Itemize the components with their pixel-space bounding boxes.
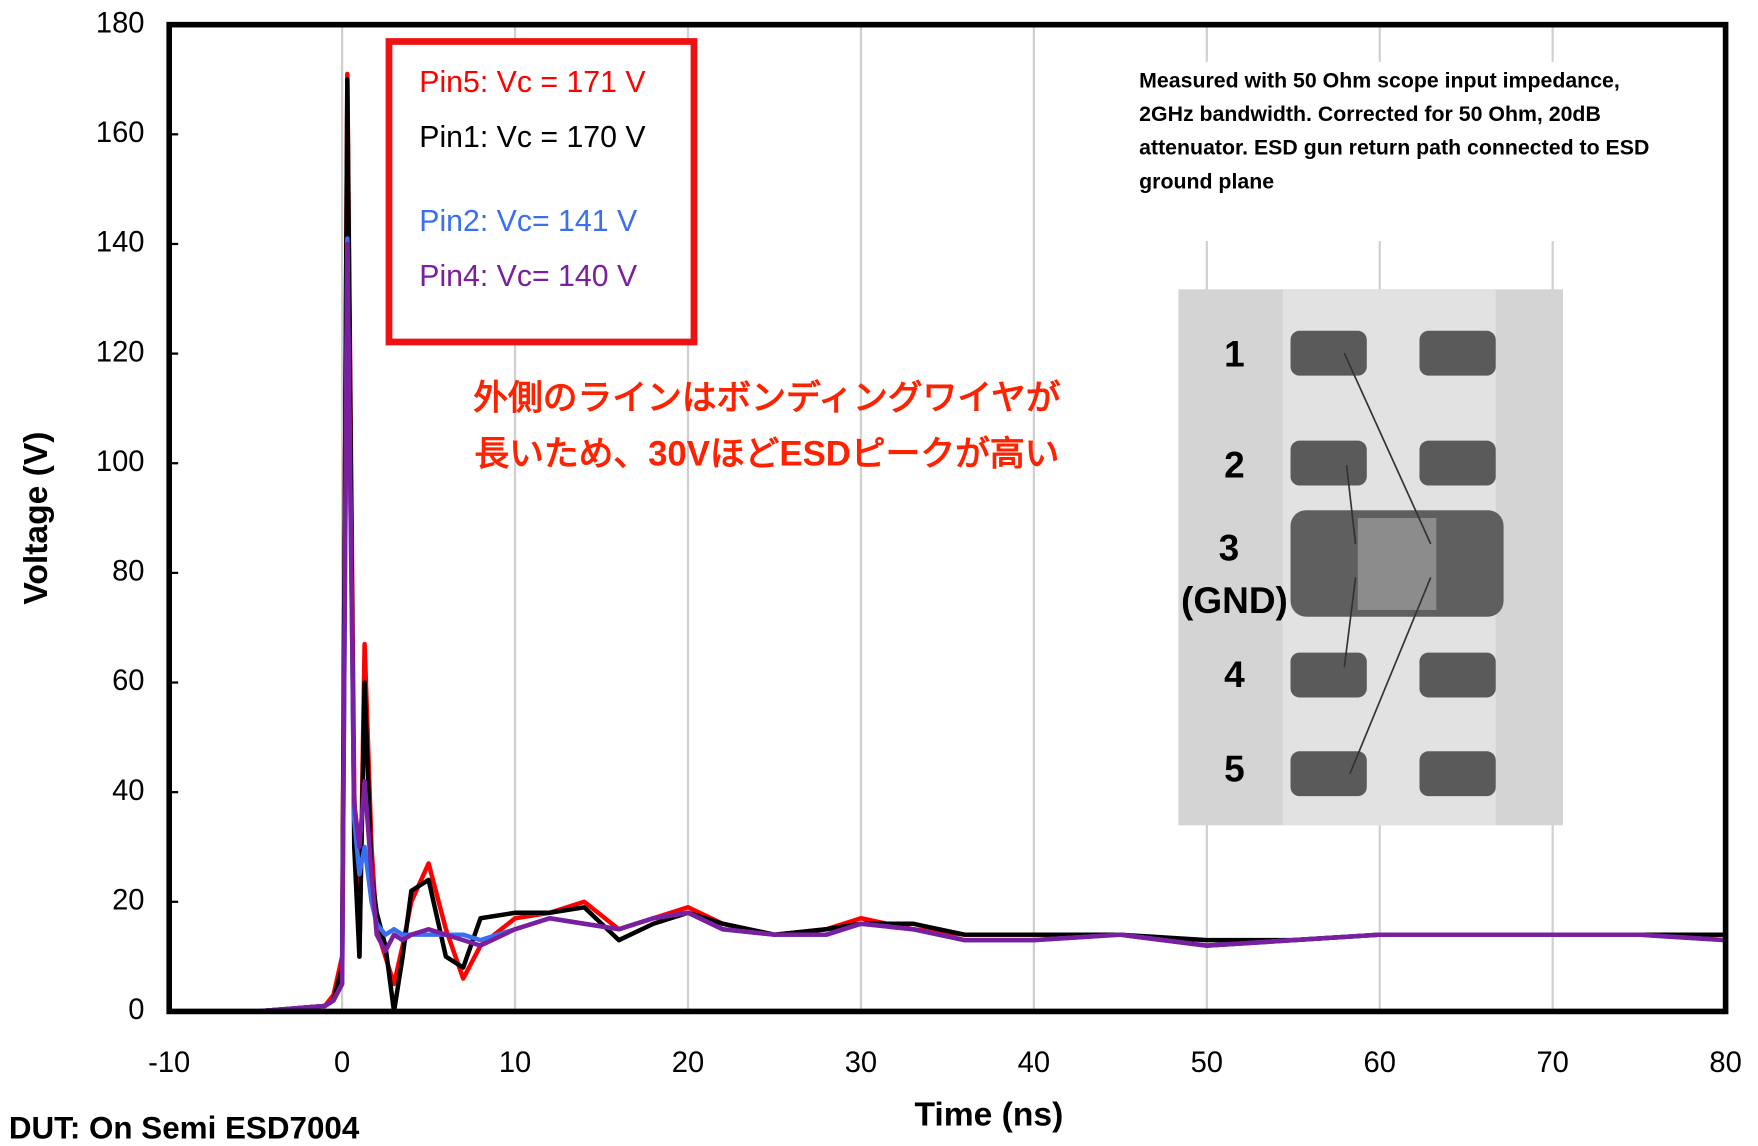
chip-label: 3 [1219, 527, 1240, 568]
y-tick-label: 60 [112, 665, 144, 697]
x-tick-label: 70 [1536, 1047, 1568, 1079]
y-tick-label: 100 [96, 446, 145, 478]
y-tick-label: 40 [112, 775, 144, 807]
y-tick-label: 160 [96, 117, 145, 149]
legend-box [385, 38, 698, 346]
x-tick-label: 50 [1191, 1047, 1223, 1079]
note-box: Measured with 50 Ohm scope input impedan… [1139, 69, 1650, 194]
chip-photo [1178, 289, 1564, 826]
chip-label: 5 [1224, 748, 1245, 789]
chip-label: 4 [1224, 654, 1245, 695]
y-tick-label: 20 [112, 885, 144, 917]
legend-entry: Pin4: Vc= 140 V [419, 260, 638, 293]
x-tick-label: 10 [499, 1047, 531, 1079]
legend: Pin5: Vc = 171 V Pin1: Vc = 170 V Pin2: Vc… [419, 66, 646, 293]
y-tick-label: 140 [96, 227, 145, 259]
y-tick-label: 180 [96, 7, 145, 39]
series-line [169, 241, 1726, 1014]
x-tick-label: 30 [845, 1047, 877, 1079]
legend-entry: Pin5: Vc = 171 V [419, 66, 646, 99]
annotation: 長いため、30VほどESDピークが高い [474, 435, 1059, 474]
x-tick-label: 60 [1364, 1047, 1396, 1079]
y-tick-label: 80 [112, 556, 144, 588]
x-tick-label: 80 [1709, 1047, 1741, 1079]
chip-label: (GND) [1181, 580, 1288, 621]
chip-label: 2 [1224, 444, 1245, 485]
y-tick-label: 120 [96, 336, 145, 368]
footer: DUT: On Semi ESD7004 [9, 1111, 360, 1146]
series-line [169, 77, 1726, 1014]
x-tick-label: 0 [334, 1047, 350, 1079]
legend-entry: Pin2: Vc= 141 V [419, 205, 638, 238]
x-tick-label: 40 [1018, 1047, 1050, 1079]
x-tick-label: 20 [672, 1047, 704, 1079]
lines [169, 71, 1726, 1014]
legend-entry: Pin1: Vc = 170 V [419, 121, 646, 154]
x-tick-label: -10 [148, 1047, 190, 1079]
y-tick-label: 0 [128, 994, 144, 1026]
note-bg [1131, 61, 1670, 242]
chip-label: 1 [1224, 333, 1245, 374]
y-axis-label: Voltage (V) [18, 431, 55, 604]
plot-frame [166, 21, 1729, 1015]
note: Measured with 50 Ohm scope input impedan… [1139, 69, 1650, 194]
x-axis-label: Time (ns) [914, 1097, 1063, 1134]
annotation: 外側のラインはボンディングワイヤが [473, 378, 1061, 418]
